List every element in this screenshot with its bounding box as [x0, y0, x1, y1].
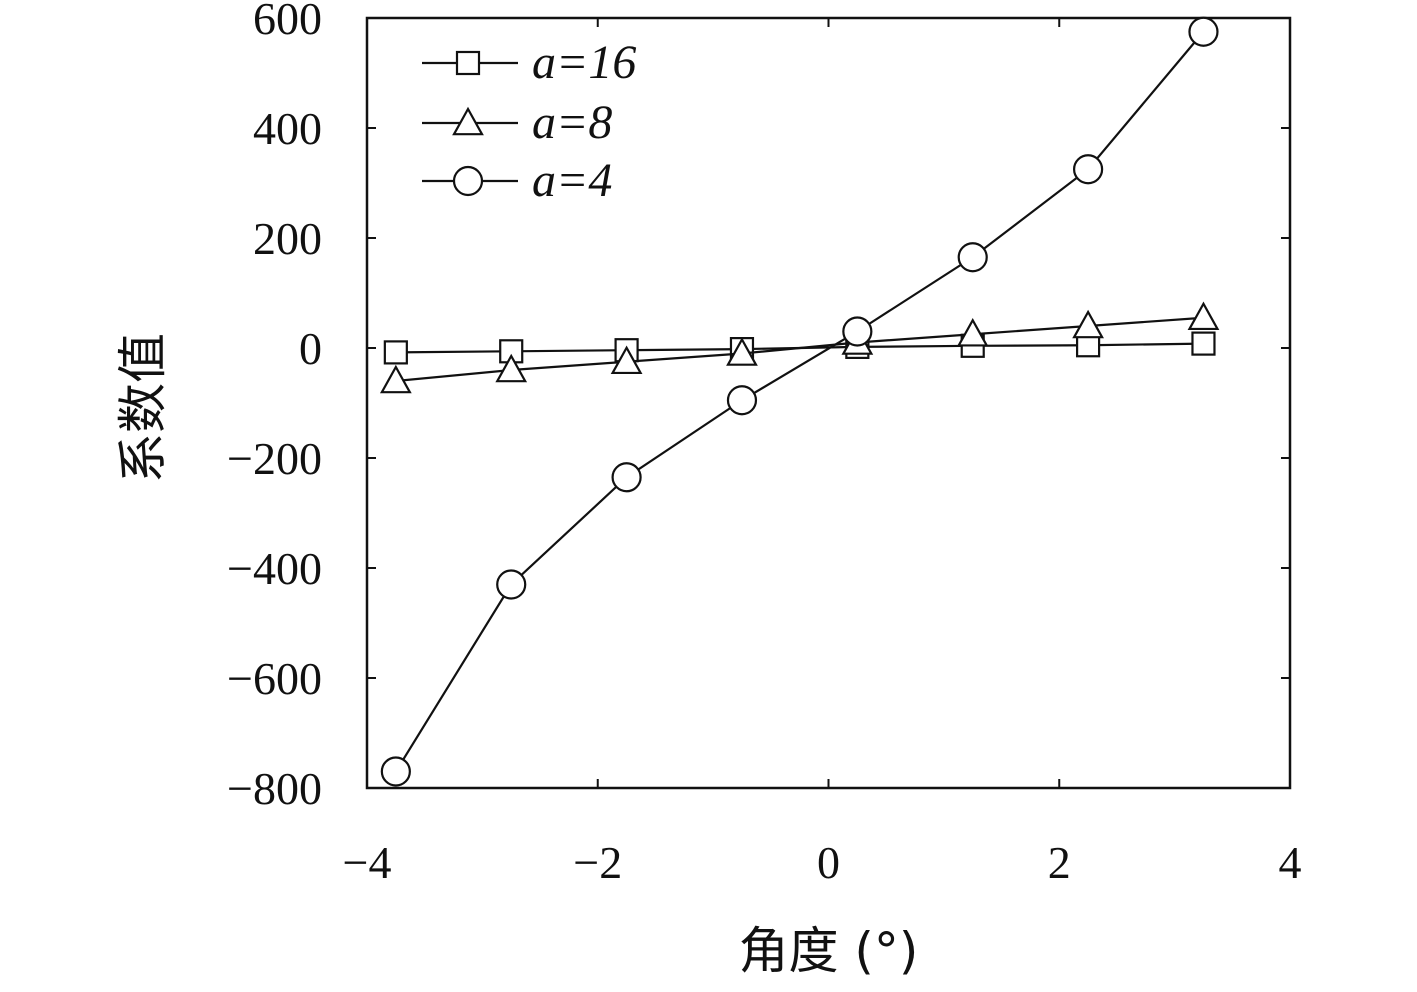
y-tick-label: 0 [299, 323, 322, 374]
legend-item-a-8: a=8 [422, 96, 612, 149]
x-axis-label: 角度 (°) [739, 922, 919, 980]
data-point-triangle [610, 345, 643, 375]
y-tick-label: 200 [253, 213, 322, 264]
data-point-triangle [379, 364, 412, 394]
y-tick-label: −600 [227, 653, 322, 704]
legend-marker-square [455, 50, 481, 76]
y-tick-label: 400 [253, 103, 322, 154]
axis-ticks: −4 −2 0 2 4 −800 −600 −400 −200 0 200 400 600 [227, 0, 1301, 888]
legend-marker-circle [452, 165, 484, 197]
y-tick-label: −400 [227, 543, 322, 594]
data-point-circle [496, 569, 527, 600]
data-point-triangle [495, 353, 528, 383]
legend: a=16 a=8a=4 [422, 36, 636, 207]
data-point-square [383, 340, 408, 365]
data-point-circle [957, 242, 988, 273]
legend-label: a=4 [532, 154, 612, 207]
data-point-triangle [956, 317, 989, 347]
data-point-triangle [1187, 301, 1220, 331]
data-point-triangle [1072, 309, 1104, 339]
data-point-circle [611, 462, 642, 493]
legend-marker-triangle [452, 106, 484, 136]
data-point-circle [380, 756, 411, 787]
x-tick-label: −4 [343, 837, 392, 888]
x-tick-label: 4 [1279, 837, 1302, 888]
y-axis-label: 系数值 [114, 333, 172, 483]
x-tick-label: 0 [817, 837, 840, 888]
series-line-a-4 [394, 31, 1205, 773]
y-tick-label: −800 [227, 763, 322, 814]
data-point-circle [726, 385, 758, 416]
plot-frame [365, 16, 1292, 790]
x-tick-label: 2 [1048, 837, 1071, 888]
legend-item-a-4: a=4 [422, 154, 612, 207]
y-tick-label: −200 [227, 433, 322, 484]
series-lines [379, 16, 1220, 787]
legend-label: a=16 [532, 36, 636, 89]
legend-label: a=8 [532, 96, 612, 149]
data-point-circle [842, 316, 873, 347]
series-a-4 [380, 16, 1219, 787]
data-point-triangle [726, 337, 758, 366]
data-point-circle [1188, 16, 1219, 47]
y-tick-label: 600 [253, 0, 322, 44]
plot-area-border [365, 16, 1292, 790]
data-point-square [1191, 331, 1216, 356]
series-line-a-8 [395, 316, 1204, 383]
x-tick-label: −2 [573, 837, 622, 888]
legend-item-a-16: a=16 [422, 36, 636, 89]
data-point-circle [1072, 154, 1104, 185]
